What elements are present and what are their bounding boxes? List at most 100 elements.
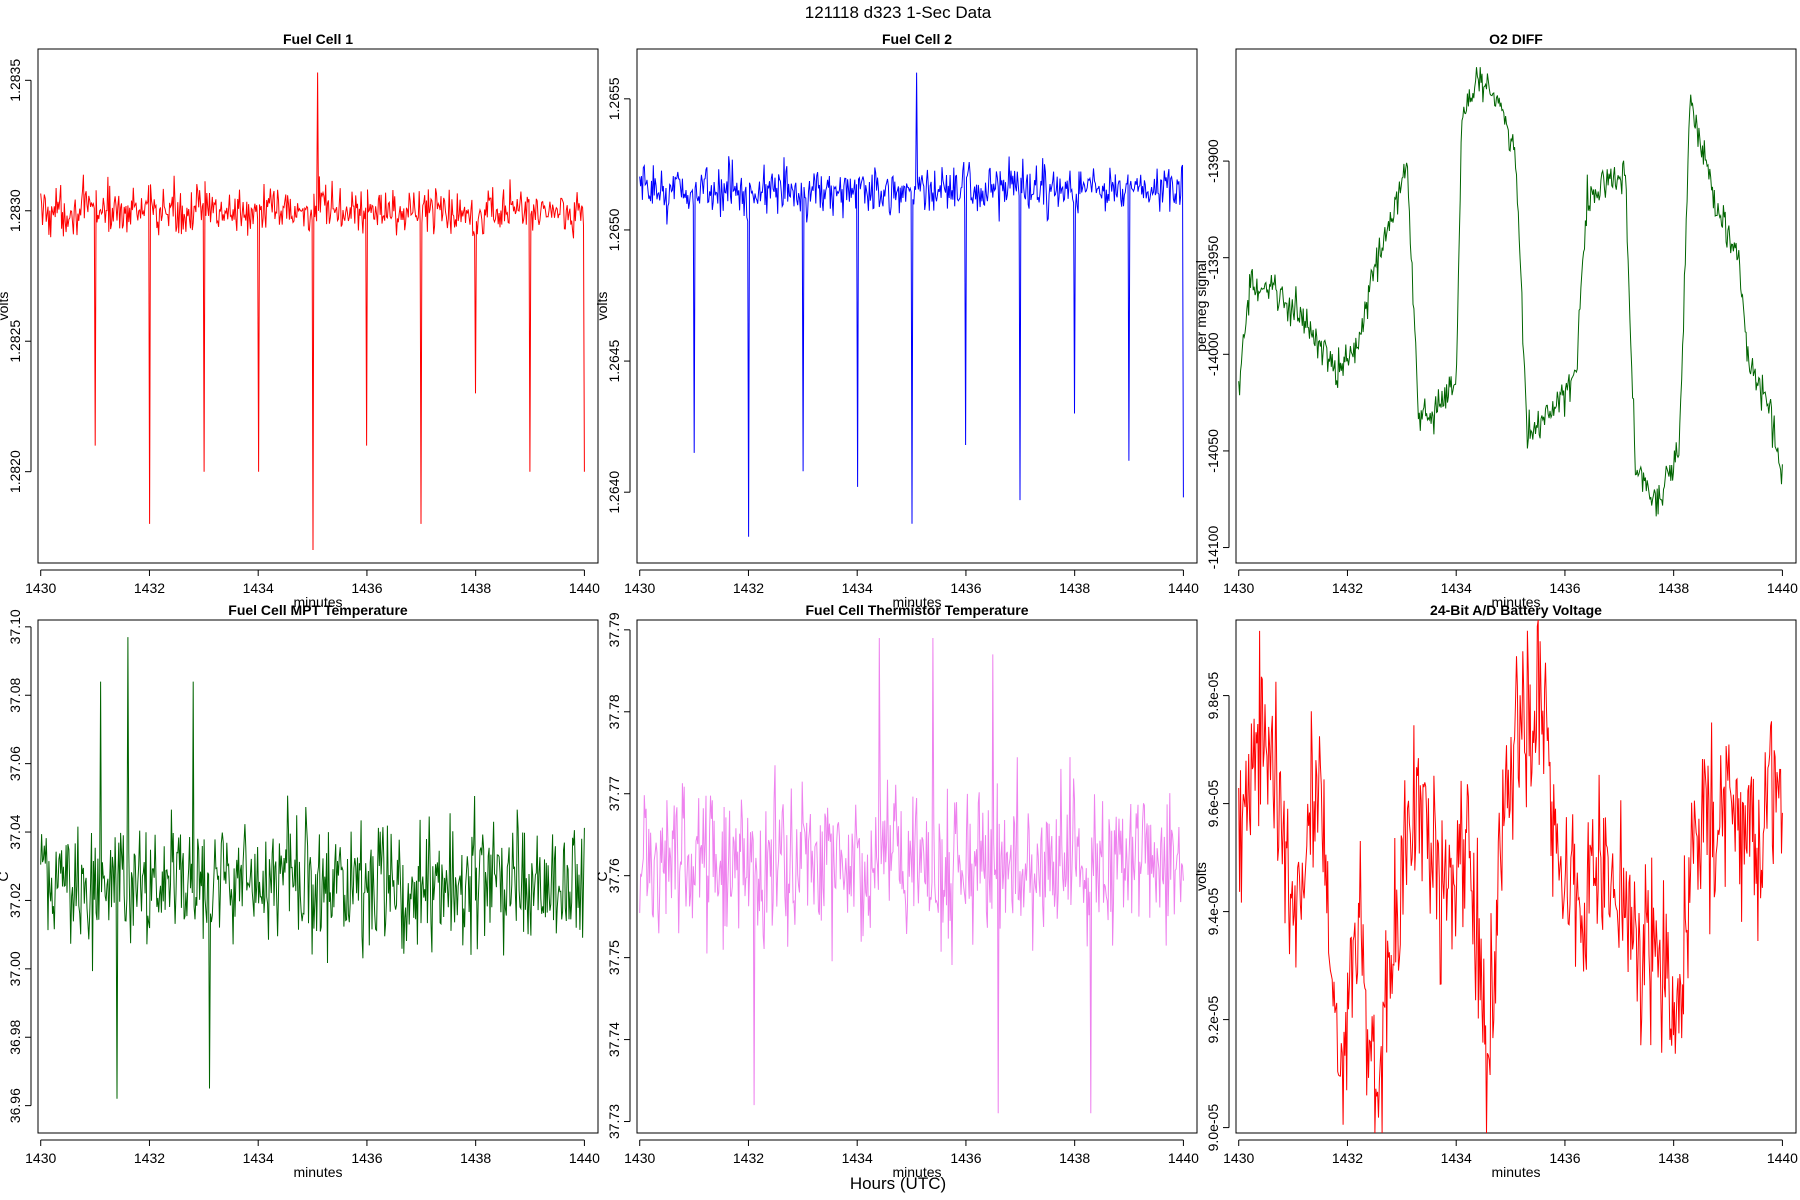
y-tick-label: 37.73	[606, 1104, 622, 1139]
plot-frame	[1235, 619, 1797, 1134]
y-tick-label: 37.06	[7, 746, 23, 781]
series-line	[1238, 619, 1783, 1134]
y-axis: 1.2640 1.2645 1.2650 1.2655	[606, 77, 631, 514]
y-tick-label: 1.2820	[7, 450, 23, 493]
y-tick-label: 37.77	[606, 776, 622, 811]
x-axis: 1430 1432 1434 1436 1438 1440	[1223, 569, 1798, 596]
panel-title: Fuel Cell 1	[283, 31, 353, 47]
y-axis-label: volts	[594, 292, 610, 321]
y-axis-label: volts	[0, 292, 11, 321]
series-line	[40, 637, 585, 1099]
y-tick-label: 37.74	[606, 1022, 622, 1057]
series-line	[1238, 67, 1783, 517]
x-tick-label: 1430	[624, 580, 655, 596]
x-axis: 1430 1432 1434 1436 1438 1440	[25, 1139, 600, 1166]
x-tick-label: 1432	[134, 1150, 165, 1166]
y-tick-label: 37.78	[606, 694, 622, 729]
y-axis: 9.0e-05 9.2e-05 9.4e-05 9.6e-05 9.8e-05	[1205, 672, 1230, 1151]
figure-xlabel: Hours (UTC)	[850, 1174, 946, 1193]
figure-title: 121118 d323 1-Sec Data	[805, 3, 992, 22]
x-tick-label: 1430	[25, 1150, 56, 1166]
x-tick-label: 1432	[733, 580, 764, 596]
series-line	[639, 637, 1184, 1114]
x-axis-label: minutes	[892, 594, 941, 610]
y-axis: 1.2820 1.2825 1.2830 1.2835	[7, 59, 32, 493]
panel-title: 24-Bit A/D Battery Voltage	[1430, 602, 1602, 618]
panel-title: Fuel Cell 2	[882, 31, 952, 47]
x-tick-label: 1440	[1767, 580, 1798, 596]
y-tick-label: 9.2e-05	[1205, 996, 1221, 1044]
series-line	[40, 72, 585, 551]
x-axis: 1430 1432 1434 1436 1438 1440	[624, 1139, 1199, 1166]
x-tick-label: 1432	[733, 1150, 764, 1166]
y-tick-label: 37.76	[606, 858, 622, 893]
x-tick-label: 1440	[569, 580, 600, 596]
x-axis-label: minutes	[1491, 594, 1540, 610]
x-tick-label: 1438	[1059, 1150, 1090, 1166]
x-tick-label: 1430	[1223, 580, 1254, 596]
x-tick-label: 1436	[950, 580, 981, 596]
plot-frame	[37, 48, 599, 564]
x-tick-label: 1436	[1549, 580, 1580, 596]
x-tick-label: 1432	[134, 580, 165, 596]
series-line	[639, 72, 1184, 537]
y-tick-label: -14100	[1205, 526, 1221, 570]
plot-frame	[636, 619, 1198, 1134]
x-axis: 1430 1432 1434 1436 1438 1440	[1223, 1139, 1798, 1166]
x-tick-label: 1434	[243, 580, 274, 596]
x-tick-label: 1440	[1168, 1150, 1199, 1166]
y-axis-label: per meg signal	[1193, 260, 1209, 352]
x-tick-label: 1432	[1332, 1150, 1363, 1166]
y-tick-label: 1.2655	[606, 77, 622, 120]
y-tick-label: 1.2640	[606, 471, 622, 514]
y-tick-label: 9.8e-05	[1205, 672, 1221, 720]
x-axis-label: minutes	[293, 594, 342, 610]
panel-3: O2 DIFF 1430 1432 1434 1436 1438 1440 minutes -1…	[1193, 31, 1798, 610]
x-axis-label: minutes	[1491, 1164, 1540, 1180]
x-tick-label: 1436	[950, 1150, 981, 1166]
y-tick-label: -13950	[1205, 236, 1221, 280]
x-tick-label: 1434	[842, 580, 873, 596]
y-tick-label: 9.4e-05	[1205, 888, 1221, 936]
y-axis: 36.96 36.98 37.00 37.02 37.04 37.06 37.08 37.10	[7, 609, 32, 1123]
x-axis: 1430 1432 1434 1436 1438 1440	[25, 569, 600, 596]
y-tick-label: -14050	[1205, 429, 1221, 473]
x-tick-label: 1430	[1223, 1150, 1254, 1166]
panel-1: Fuel Cell 1 1430 1432 1434 1436 1438 1440 minut…	[0, 31, 600, 610]
y-axis-label: C	[594, 871, 610, 881]
panel-title: O2 DIFF	[1489, 31, 1543, 47]
y-tick-label: 37.75	[606, 940, 622, 975]
plot-frame	[636, 48, 1198, 564]
x-tick-label: 1438	[460, 1150, 491, 1166]
y-tick-label: 1.2645	[606, 339, 622, 382]
y-tick-label: 1.2650	[606, 208, 622, 251]
x-tick-label: 1434	[1441, 580, 1472, 596]
y-axis: 37.73 37.74 37.75 37.76 37.77 37.78 37.79	[606, 612, 631, 1139]
panel-5: Fuel Cell Thermistor Temperature 1430 1432…	[594, 602, 1199, 1180]
y-tick-label: -14000	[1205, 332, 1221, 376]
x-tick-label: 1436	[351, 1150, 382, 1166]
y-tick-label: -13900	[1205, 139, 1221, 183]
x-tick-label: 1438	[1059, 580, 1090, 596]
x-tick-label: 1430	[624, 1150, 655, 1166]
x-axis: 1430 1432 1434 1436 1438 1440	[624, 569, 1199, 596]
y-axis-label: C	[0, 871, 11, 881]
y-axis: -14100 -14050 -14000 -13950 -13900	[1205, 139, 1230, 570]
x-tick-label: 1434	[842, 1150, 873, 1166]
x-axis-label: minutes	[293, 1164, 342, 1180]
y-tick-label: 37.08	[7, 678, 23, 713]
y-tick-label: 37.10	[7, 609, 23, 644]
y-tick-label: 1.2830	[7, 189, 23, 232]
y-tick-label: 37.02	[7, 883, 23, 918]
y-tick-label: 1.2835	[7, 59, 23, 102]
y-axis-label: volts	[1193, 862, 1209, 891]
panel-title: Fuel Cell Thermistor Temperature	[805, 602, 1028, 618]
x-tick-label: 1438	[1658, 580, 1689, 596]
panel-2: Fuel Cell 2 1430 1432 1434 1436 1438 1440 minut…	[594, 31, 1199, 610]
panel-title: Fuel Cell MPT Temperature	[228, 602, 408, 618]
panels-group: Fuel Cell 1 1430 1432 1434 1436 1438 1440 minut…	[0, 31, 1798, 1180]
y-tick-label: 9.6e-05	[1205, 780, 1221, 828]
y-tick-label: 37.04	[7, 814, 23, 849]
